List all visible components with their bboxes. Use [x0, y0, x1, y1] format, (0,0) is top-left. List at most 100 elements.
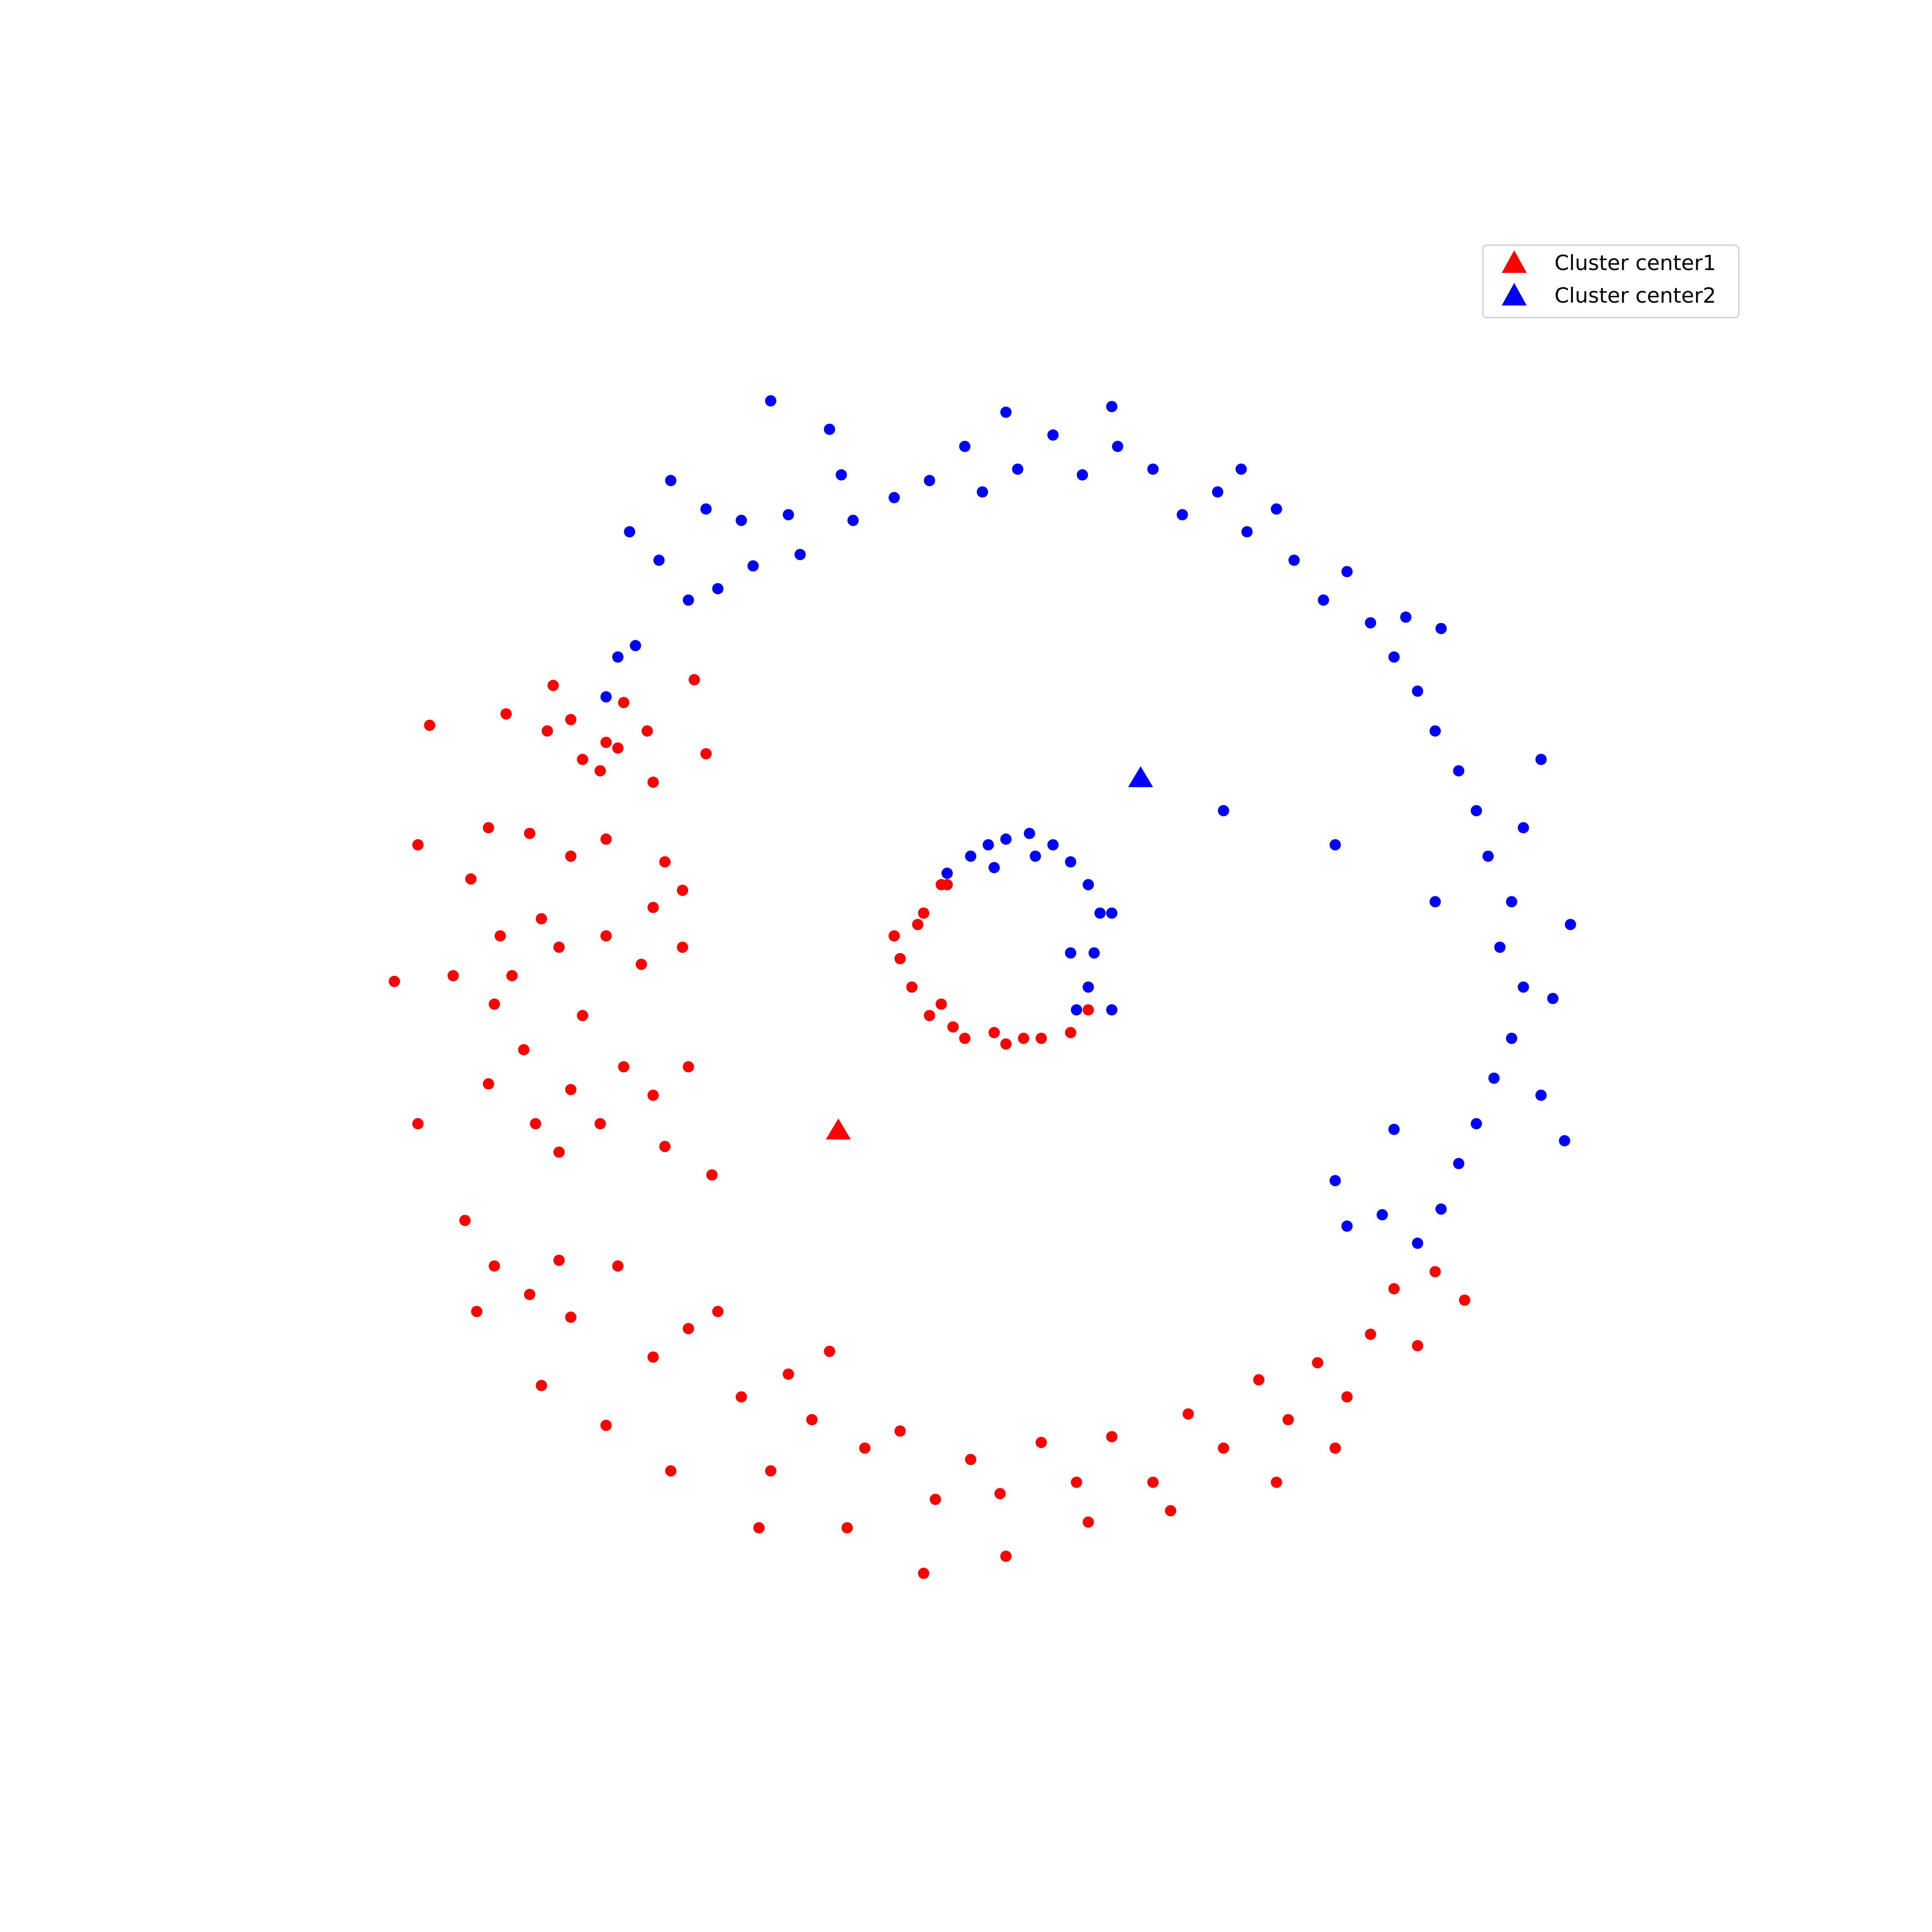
- cluster2-point-71: [1024, 828, 1035, 839]
- cluster2-point-79: [1106, 1004, 1118, 1016]
- cluster1-point-39: [659, 1141, 671, 1152]
- cluster2-point-68: [965, 850, 976, 862]
- cluster1-point-44: [524, 1289, 535, 1300]
- cluster1-point-84: [665, 1465, 677, 1477]
- cluster2-point-80: [1106, 907, 1118, 919]
- cluster1-point-54: [806, 1414, 818, 1426]
- cluster2-point-42: [1435, 1203, 1447, 1215]
- cluster2-point-82: [989, 862, 1000, 873]
- cluster1-point-93: [912, 919, 924, 930]
- legend-marker-center2: [1502, 283, 1527, 305]
- cluster1-point-47: [612, 1260, 623, 1272]
- cluster2-point-52: [1535, 753, 1547, 765]
- cluster1-point-0: [500, 708, 512, 720]
- cluster2-point-72: [1047, 839, 1059, 850]
- cluster2-point-48: [1377, 1209, 1388, 1220]
- cluster2-point-43: [1412, 1237, 1423, 1249]
- cluster2-point-21: [1177, 509, 1188, 520]
- cluster2-point-31: [1429, 725, 1441, 737]
- cluster1-point-16: [600, 833, 612, 845]
- cluster1-point-67: [1253, 1374, 1265, 1386]
- cluster2-point-3: [735, 514, 747, 526]
- cluster2-point-1: [665, 475, 677, 486]
- cluster1-point-38: [647, 1090, 659, 1101]
- cluster1-point-107: [989, 1027, 1000, 1038]
- cluster2-point-16: [1012, 463, 1024, 475]
- cluster1-point-104: [935, 879, 947, 890]
- cluster2-point-77: [1082, 981, 1094, 993]
- cluster1-point-28: [677, 941, 688, 953]
- cluster2-point-62: [600, 691, 612, 703]
- cluster2-point-53: [765, 395, 776, 407]
- cluster2-point-61: [612, 651, 623, 663]
- cluster1-point-58: [929, 1494, 941, 1505]
- cluster-center-2-marker: [1128, 766, 1153, 787]
- cluster2-point-39: [1488, 1072, 1500, 1084]
- cluster2-point-30: [1412, 685, 1423, 697]
- cluster2-point-78: [1071, 1004, 1082, 1016]
- cluster2-point-28: [1365, 617, 1376, 629]
- cluster2-point-25: [1288, 554, 1300, 566]
- cluster2-point-50: [1329, 1175, 1341, 1187]
- cluster2-point-33: [1471, 805, 1482, 817]
- cluster1-point-45: [553, 1255, 565, 1266]
- cluster1-point-65: [1183, 1408, 1194, 1420]
- cluster1-point-72: [1388, 1283, 1400, 1294]
- cluster2-point-67: [941, 867, 953, 879]
- cluster1-point-25: [577, 1010, 588, 1022]
- cluster1-point-48: [647, 1351, 659, 1363]
- cluster1-point-26: [600, 930, 612, 942]
- cluster1-point-34: [565, 1084, 577, 1095]
- cluster1-point-17: [659, 856, 671, 868]
- cluster1-point-15: [565, 850, 577, 862]
- cluster2-point-75: [1094, 907, 1106, 919]
- cluster1-point-6: [618, 697, 630, 708]
- cluster1-point-89: [388, 976, 400, 987]
- cluster1-point-37: [618, 1061, 630, 1073]
- cluster2-point-0: [624, 526, 636, 538]
- cluster1-point-83: [753, 1522, 765, 1534]
- cluster1-point-49: [683, 1323, 694, 1334]
- cluster2-point-7: [653, 554, 665, 566]
- cluster1-point-108: [1018, 1032, 1029, 1044]
- legend: Cluster center1 Cluster center2: [1482, 244, 1740, 318]
- cluster1-point-12: [700, 748, 712, 760]
- cluster1-point-19: [647, 902, 659, 913]
- cluster2-point-51: [1517, 822, 1529, 834]
- cluster1-point-20: [465, 873, 477, 885]
- legend-marker-center1: [1502, 250, 1527, 273]
- cluster1-point-14: [524, 828, 535, 839]
- cluster1-point-66: [1218, 1442, 1229, 1454]
- cluster2-point-5: [712, 583, 724, 594]
- cluster1-point-27: [636, 958, 647, 970]
- cluster1-point-95: [906, 981, 918, 993]
- cluster1-point-79: [1082, 1516, 1094, 1528]
- cluster2-point-40: [1471, 1118, 1482, 1129]
- cluster1-point-51: [735, 1391, 747, 1403]
- cluster1-point-1: [547, 680, 559, 691]
- cluster2-point-38: [1506, 1032, 1517, 1044]
- cluster1-point-61: [1035, 1437, 1047, 1448]
- cluster1-point-21: [494, 930, 506, 942]
- cluster2-point-17: [1047, 429, 1059, 441]
- cluster1-point-42: [459, 1215, 471, 1226]
- cluster2-point-29: [1388, 651, 1400, 663]
- cluster2-point-45: [1547, 993, 1558, 1004]
- cluster1-point-96: [924, 1010, 935, 1022]
- cluster2-point-74: [1082, 879, 1094, 890]
- cluster2-point-36: [1494, 941, 1506, 953]
- cluster1-point-10: [642, 725, 653, 737]
- cluster1-point-102: [888, 930, 900, 942]
- cluster2-point-11: [847, 514, 859, 526]
- cluster1-point-9: [647, 776, 659, 788]
- cluster2-point-12: [888, 492, 900, 504]
- cluster2-point-18: [1077, 469, 1088, 481]
- cluster2-point-2: [700, 503, 712, 515]
- cluster2-point-22: [1212, 486, 1224, 498]
- cluster1-point-69: [1312, 1357, 1323, 1368]
- cluster2-point-47: [1559, 1135, 1571, 1147]
- cluster2-point-19: [1112, 441, 1123, 452]
- cluster2-point-64: [1329, 839, 1341, 850]
- cluster1-point-46: [565, 1311, 577, 1323]
